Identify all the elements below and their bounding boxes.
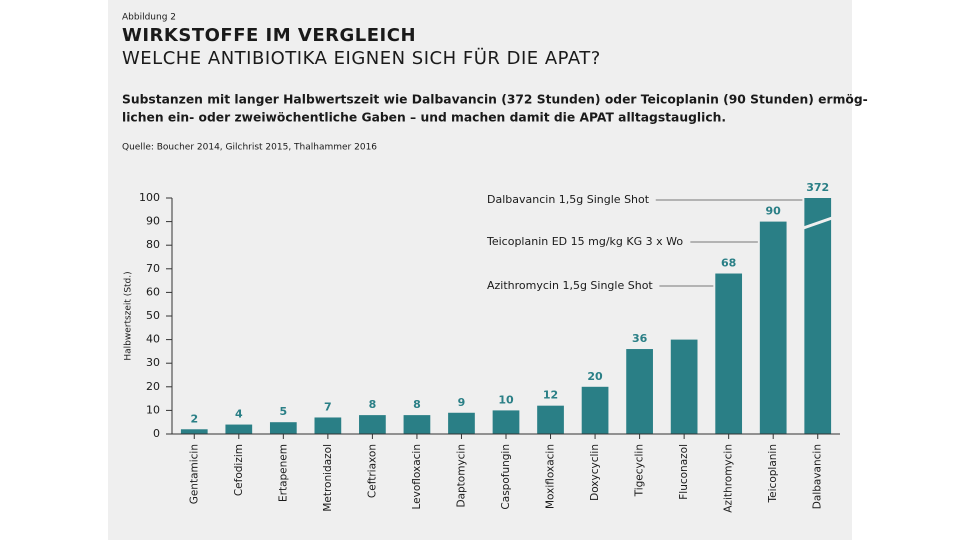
bars-clip [180, 198, 832, 434]
y-tick-label: 30 [146, 356, 160, 369]
value-label: 8 [413, 398, 421, 411]
y-tick-label: 100 [139, 191, 160, 204]
value-label: 90 [766, 205, 782, 218]
panel [108, 0, 852, 540]
bar [448, 412, 475, 434]
annotation: Azithromycin 1,5g Single Shot [487, 279, 653, 292]
y-tick-label: 60 [146, 285, 160, 298]
bar [715, 273, 743, 434]
x-tick-label: Azithromycin [723, 444, 735, 513]
bar [403, 415, 431, 434]
y-tick-label: 90 [146, 215, 160, 228]
axis-break [802, 216, 833, 230]
value-label: 2 [190, 412, 198, 425]
bar [492, 410, 520, 434]
bar [670, 339, 698, 434]
x-tick-label: Levofloxacin [411, 444, 423, 509]
chart-title: WIRKSTOFFE IM VERGLEICH [122, 25, 416, 46]
bar [804, 198, 832, 434]
value-label: 4 [235, 408, 243, 421]
value-label: 8 [369, 398, 377, 411]
annotation: Teicoplanin ED 15 mg/kg KG 3 x Wo [486, 235, 683, 248]
x-tick-label: Cefodizim [233, 444, 245, 496]
bar [626, 349, 653, 434]
y-tick-label: 10 [146, 403, 160, 416]
value-label: 5 [280, 405, 288, 418]
bar [314, 417, 342, 434]
description-line: Substanzen mit langer Halbwertszeit wie … [122, 93, 868, 107]
description-line: lichen ein- oder zweiwöchentliche Gaben … [122, 111, 726, 125]
x-tick-label: Metronidazol [322, 444, 334, 512]
value-label: 20 [587, 370, 603, 383]
x-tick-label: Gentamicin [188, 444, 200, 504]
x-tick-label: Fluconazol [678, 444, 690, 500]
bar [180, 429, 208, 434]
value-label: 372 [806, 181, 829, 194]
value-label: 7 [324, 400, 332, 413]
x-tick-label: Teicoplanin [767, 444, 779, 503]
y-axis-label: Halbwertszeit (Std.) [124, 271, 134, 360]
bar [225, 424, 253, 434]
x-tick-label: Ceftriaxon [366, 444, 378, 498]
x-tick-label: Ertapenem [277, 444, 289, 502]
source: Quelle: Boucher 2014, Gilchrist 2015, Th… [122, 143, 377, 153]
value-label: 9 [458, 396, 466, 409]
chart-subtitle: WELCHE ANTIBIOTIKA EIGNEN SICH FÜR DIE A… [122, 47, 601, 69]
y-tick-label: 80 [146, 238, 160, 251]
value-label: 68 [721, 257, 736, 270]
y-tick-label: 20 [146, 380, 160, 393]
x-tick-label: Doxycyclin [589, 444, 601, 501]
bar [581, 386, 609, 434]
value-label: 10 [498, 393, 514, 406]
x-tick-label: Dalbavancin [812, 444, 824, 509]
bar [359, 415, 386, 434]
x-tick-label: Daptomycin [455, 444, 467, 508]
value-label: 12 [543, 389, 558, 402]
bar [537, 405, 564, 434]
x-tick-label: Caspofungin [500, 444, 512, 510]
bar [759, 221, 787, 434]
x-tick-label: Tigecyclin [634, 444, 646, 497]
bar [269, 422, 297, 434]
y-tick-label: 50 [146, 309, 160, 322]
x-tick-label: Moxifloxacin [545, 444, 557, 509]
annotation: Dalbavancin 1,5g Single Shot [487, 193, 650, 206]
y-tick-label: 40 [146, 333, 160, 346]
value-label: 36 [632, 332, 648, 345]
y-tick-label: 70 [146, 262, 160, 275]
figure-label: Abbildung 2 [122, 13, 176, 23]
y-tick-label: 0 [153, 427, 160, 440]
